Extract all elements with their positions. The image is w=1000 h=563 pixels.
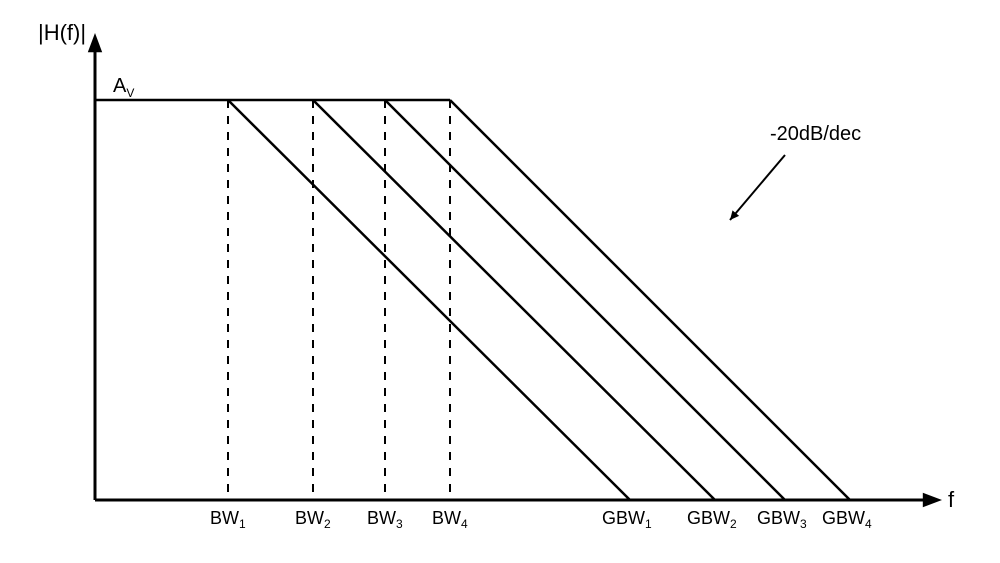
gbw-tick-label: GBW4 <box>822 508 872 531</box>
bode-plot-svg: |H(f)|fAVBW1BW2BW3BW4GBW1GBW2GBW3GBW4-20… <box>0 0 1000 563</box>
y-axis-label: |H(f)| <box>38 20 86 45</box>
plot-background <box>0 0 1000 563</box>
bode-diagram-container: |H(f)|fAVBW1BW2BW3BW4GBW1GBW2GBW3GBW4-20… <box>0 0 1000 563</box>
gbw-tick-label: GBW1 <box>602 508 652 531</box>
slope-label: -20dB/dec <box>770 123 861 145</box>
gbw-tick-label: GBW2 <box>687 508 737 531</box>
x-axis-label: f <box>948 487 955 512</box>
gbw-tick-label: GBW3 <box>757 508 807 531</box>
